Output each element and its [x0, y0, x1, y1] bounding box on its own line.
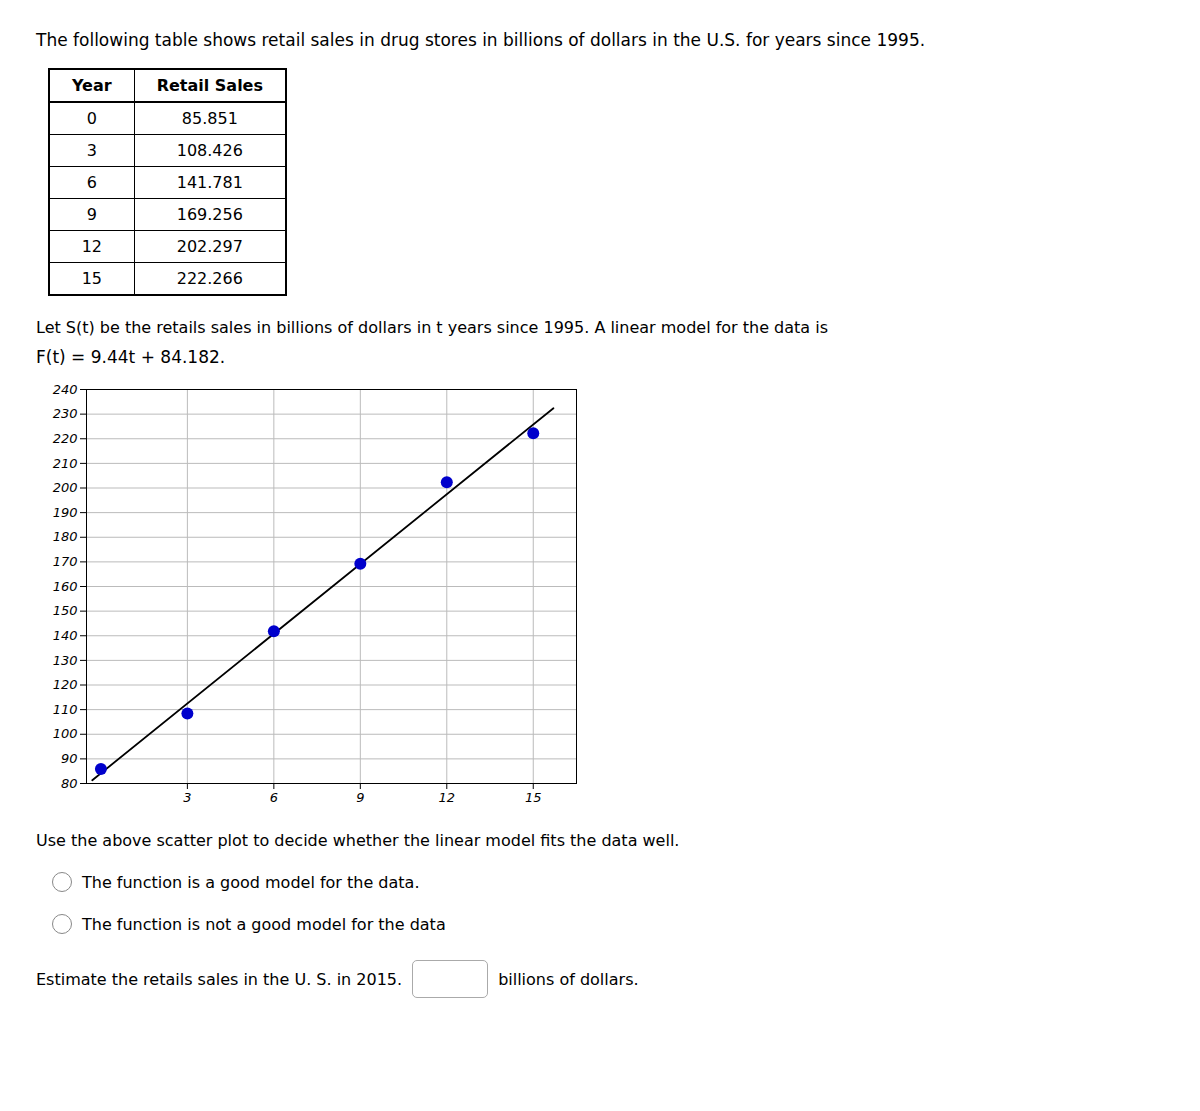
svg-text:210: 210	[53, 456, 78, 471]
html-text:Use the above scatter plot to: Use the above scatter plot to decide whe…	[36, 831, 680, 850]
html-text:12: 12	[81, 237, 102, 256]
svg-text:220: 220	[53, 431, 78, 446]
html-text:Retail Sales: Retail Sales	[156, 76, 263, 95]
svg-text:15: 15	[525, 790, 542, 805]
svg-text:130: 130	[53, 653, 78, 668]
svg-text:160: 160	[53, 579, 78, 594]
html-text:169.256: 169.256	[176, 205, 243, 224]
html-text:6: 6	[86, 173, 97, 192]
svg-text:80: 80	[61, 776, 78, 791]
svg-text:150: 150	[53, 603, 78, 618]
html-text:9: 9	[86, 205, 97, 224]
html-text:0: 0	[86, 109, 97, 128]
svg-text:100: 100	[53, 726, 78, 741]
html-text:202.297: 202.297	[176, 237, 243, 256]
svg-text:200: 200	[53, 480, 78, 495]
svg-text:3: 3	[183, 790, 191, 805]
html-text:3: 3	[86, 141, 97, 160]
html-text:The function is a good model f: The function is a good model for the dat…	[82, 872, 420, 892]
html-text:85.851: 85.851	[181, 109, 238, 128]
html-text:222.266: 222.266	[176, 269, 243, 288]
svg-text:190: 190	[53, 505, 78, 520]
html-text:The following table shows reta: The following table shows retail sales i…	[36, 30, 926, 50]
svg-text:90: 90	[61, 751, 78, 766]
svg-text:140: 140	[53, 628, 78, 643]
html-text:F(t) = 9.44t + 84.182.: F(t) = 9.44t + 84.182.	[36, 347, 226, 367]
html-text:Let S(t) be the retails sales: Let S(t) be the retails sales in billion…	[36, 318, 828, 337]
svg-text:110: 110	[53, 702, 78, 717]
svg-text:12: 12	[439, 790, 456, 805]
html-text:Year: Year	[72, 76, 112, 95]
svg-text:170: 170	[53, 554, 78, 569]
svg-text:120: 120	[53, 677, 78, 692]
svg-text:240: 240	[53, 382, 78, 397]
svg-text:230: 230	[53, 406, 78, 421]
html-text:15: 15	[81, 269, 102, 288]
html-text:108.426: 108.426	[176, 141, 243, 160]
html-text:141.781: 141.781	[176, 173, 243, 192]
html-text:billions of dollars.: billions of dollars.	[498, 969, 639, 989]
svg-text:180: 180	[53, 529, 78, 544]
html-text:Estimate the retails sales in: Estimate the retails sales in the U. S. …	[36, 969, 403, 989]
svg-text:9: 9	[356, 790, 364, 805]
svg-text:6: 6	[270, 790, 278, 805]
html-text:The function is not a good mod: The function is not a good model for the…	[82, 914, 446, 934]
